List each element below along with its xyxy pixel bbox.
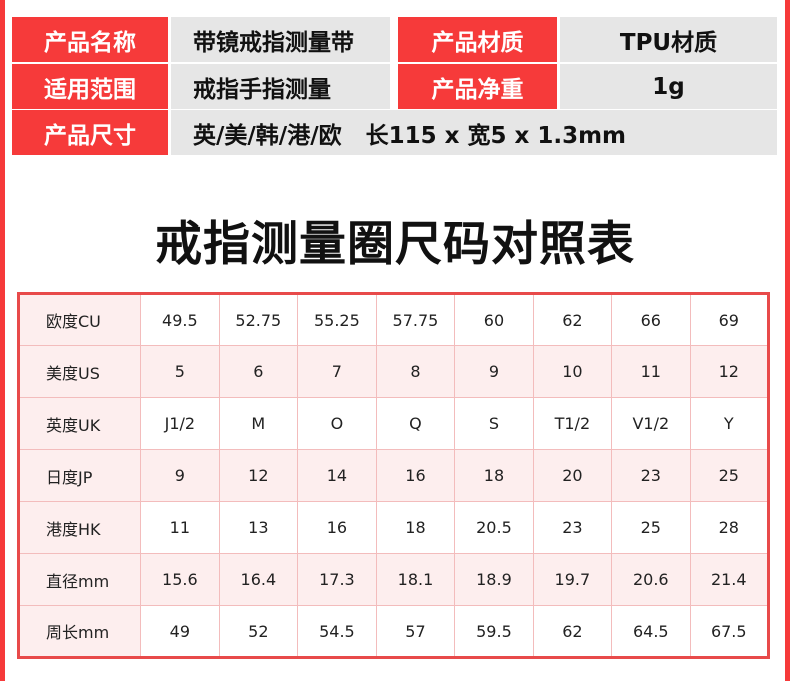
table-cell: 7 [297, 345, 377, 398]
label-size: 产品尺寸 [12, 110, 168, 155]
table-cell: Q [375, 397, 456, 450]
table-cell: 12 [218, 449, 299, 502]
table-cell: 67.5 [689, 605, 770, 658]
table-cell: 25 [689, 449, 770, 502]
value-size: 英/美/韩/港/欧 长115 x 宽5 x 1.3mm [171, 110, 777, 155]
table-cell: 57.75 [375, 293, 456, 346]
size-table: 欧度CU 49.5 52.75 55.25 57.75 60 62 66 69 美度US 5 6 7 8 9… [17, 292, 770, 659]
table-cell: 28 [689, 501, 770, 554]
table-cell: 18.1 [375, 553, 456, 606]
value-material: TPU材质 [560, 17, 777, 62]
left-red-strip [0, 0, 5, 681]
table-cell: 62 [532, 605, 613, 658]
table-cell: 6 [218, 345, 299, 398]
row-header: 港度HK [17, 501, 142, 554]
table-row: 欧度CU 49.5 52.75 55.25 57.75 60 62 66 69 [17, 293, 770, 346]
table-cell: T1/2 [532, 397, 613, 450]
table-cell: 25 [611, 501, 691, 554]
table-cell: 11 [611, 345, 691, 398]
table-row: 直径mm 15.6 16.4 17.3 18.1 18.9 19.7 20.6 21.4 [17, 553, 770, 606]
row-header: 日度JP [17, 449, 142, 502]
table-row: 英度UK J1/2 M O Q S T1/2 V1/2 Y [17, 397, 770, 450]
table-cell: 49.5 [140, 293, 220, 346]
table-cell: 19.7 [532, 553, 613, 606]
label-product-name: 产品名称 [12, 17, 168, 62]
row-header: 美度US [17, 345, 142, 398]
table-cell: 23 [611, 449, 691, 502]
table-row: 周长mm 49 52 54.5 57 59.5 62 64.5 67.5 [17, 605, 770, 658]
table-cell: 8 [375, 345, 456, 398]
table-cell: 21.4 [689, 553, 770, 606]
table-cell: Y [689, 397, 770, 450]
table-cell: 64.5 [611, 605, 691, 658]
table-cell: 17.3 [297, 553, 377, 606]
value-weight: 1g [560, 64, 777, 109]
table-cell: 55.25 [297, 293, 377, 346]
table-cell: 16.4 [218, 553, 299, 606]
table-row: 日度JP 9 12 14 16 18 20 23 25 [17, 449, 770, 502]
table-cell: 15.6 [140, 553, 220, 606]
row-header: 欧度CU [17, 293, 142, 346]
table-cell: 20 [532, 449, 613, 502]
table-cell: 9 [454, 345, 534, 398]
table-cell: 52.75 [218, 293, 299, 346]
table-cell: O [297, 397, 377, 450]
table-cell: 14 [297, 449, 377, 502]
table-cell: 20.6 [611, 553, 691, 606]
table-cell: V1/2 [611, 397, 691, 450]
value-usage: 戒指手指测量 [171, 64, 390, 109]
right-red-strip [785, 0, 790, 681]
table-cell: 18 [454, 449, 534, 502]
row-header: 英度UK [17, 397, 142, 450]
table-cell: S [454, 397, 534, 450]
table-cell: 62 [532, 293, 613, 346]
value-product-name: 带镜戒指测量带 [171, 17, 390, 62]
table-cell: 13 [218, 501, 299, 554]
table-cell: 66 [611, 293, 691, 346]
table-cell: 18 [375, 501, 456, 554]
table-cell: 16 [297, 501, 377, 554]
table-cell: 18.9 [454, 553, 534, 606]
table-cell: 20.5 [454, 501, 534, 554]
table-cell: 5 [140, 345, 220, 398]
table-cell: 49 [140, 605, 220, 658]
table-cell: 69 [689, 293, 770, 346]
chart-title: 戒指测量圈尺码对照表 [155, 217, 635, 272]
table-cell: J1/2 [140, 397, 220, 450]
row-header: 周长mm [17, 605, 142, 658]
table-cell: 9 [140, 449, 220, 502]
table-row: 美度US 5 6 7 8 9 10 11 12 [17, 345, 770, 398]
table-cell: 11 [140, 501, 220, 554]
label-usage: 适用范围 [12, 64, 168, 109]
label-material: 产品材质 [398, 17, 557, 62]
table-cell: 60 [454, 293, 534, 346]
table-cell: 12 [689, 345, 770, 398]
table-cell: 10 [532, 345, 613, 398]
table-cell: 16 [375, 449, 456, 502]
table-cell: M [218, 397, 299, 450]
row-header: 直径mm [17, 553, 142, 606]
table-cell: 54.5 [297, 605, 377, 658]
table-cell: 23 [532, 501, 613, 554]
table-row: 港度HK 11 13 16 18 20.5 23 25 28 [17, 501, 770, 554]
table-cell: 57 [375, 605, 456, 658]
table-cell: 52 [218, 605, 299, 658]
table-cell: 59.5 [454, 605, 534, 658]
label-weight: 产品净重 [398, 64, 557, 109]
